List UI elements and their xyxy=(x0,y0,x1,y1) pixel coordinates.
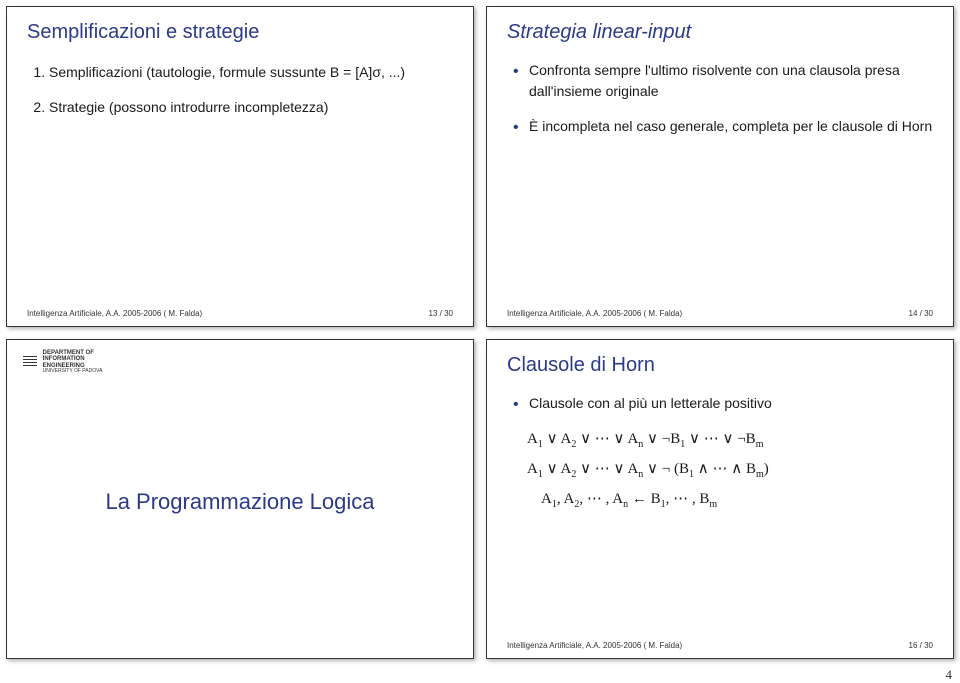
slide-2-footer-right: 14 / 30 xyxy=(909,309,933,318)
slide-1-content: Semplificazioni (tautologie, formule sus… xyxy=(27,58,453,307)
slide-2-list: Confronta sempre l'ultimo risolvente con… xyxy=(507,60,933,137)
slide-2: Strategia linear-input Confronta sempre … xyxy=(486,6,954,327)
slide-1-list: Semplificazioni (tautologie, formule sus… xyxy=(27,62,453,118)
slide-4-list: Clausole con al più un letterale positiv… xyxy=(507,393,933,414)
slide-1-footer-left: Intelligenza Artificiale, A.A. 2005-2006… xyxy=(27,309,202,318)
slide-4-math: A1 ∨ A2 ∨ ⋯ ∨ An ∨ ¬B1 ∨ ⋯ ∨ ¬Bm A1 ∨ A2… xyxy=(527,428,933,512)
page-number: 4 xyxy=(946,667,953,683)
logo-lines-icon xyxy=(23,356,37,368)
math-line-3: A1, A2, ⋯ , An ← B1, ⋯ , Bm xyxy=(541,488,933,512)
slide-3: DEPARTMENT OF INFORMATION ENGINEERING UN… xyxy=(6,339,474,660)
slide-4-footer-left: Intelligenza Artificiale, A.A. 2005-2006… xyxy=(507,641,682,650)
slide-2-content: Confronta sempre l'ultimo risolvente con… xyxy=(507,58,933,307)
slide-1-title: Semplificazioni e strategie xyxy=(27,21,453,44)
slide-2-bullet-1: Confronta sempre l'ultimo risolvente con… xyxy=(511,60,933,102)
university-logo: DEPARTMENT OF INFORMATION ENGINEERING UN… xyxy=(23,350,102,375)
math-line-2: A1 ∨ A2 ∨ ⋯ ∨ An ∨ ¬ (B1 ∧ ⋯ ∧ Bm) xyxy=(527,458,933,482)
slide-4-title: Clausole di Horn xyxy=(507,354,933,377)
slide-3-title: La Programmazione Logica xyxy=(27,489,453,515)
logo-text: DEPARTMENT OF INFORMATION ENGINEERING UN… xyxy=(43,350,103,375)
logo-line-2: INFORMATION xyxy=(43,356,103,363)
slide-2-footer: Intelligenza Artificiale, A.A. 2005-2006… xyxy=(507,307,933,318)
slide-2-bullet-2: È incompleta nel caso generale, completa… xyxy=(511,116,933,137)
slide-4-footer: Intelligenza Artificiale, A.A. 2005-2006… xyxy=(507,639,933,650)
slide-2-title: Strategia linear-input xyxy=(507,21,933,44)
slide-4-footer-right: 16 / 30 xyxy=(909,641,933,650)
slide-4-bullet-1: Clausole con al più un letterale positiv… xyxy=(511,393,933,414)
slide-grid: Semplificazioni e strategie Semplificazi… xyxy=(0,0,960,665)
slide-1-item-2: Strategie (possono introdurre incomplete… xyxy=(49,97,453,118)
logo-line-4: UNIVERSITY OF PADOVA xyxy=(43,369,103,375)
math-line-1: A1 ∨ A2 ∨ ⋯ ∨ An ∨ ¬B1 ∨ ⋯ ∨ ¬Bm xyxy=(527,428,933,452)
slide-4: Clausole di Horn Clausole con al più un … xyxy=(486,339,954,660)
slide-1-footer-right: 13 / 30 xyxy=(429,309,453,318)
logo-line-1: DEPARTMENT OF xyxy=(43,350,103,357)
slide-1-item-1: Semplificazioni (tautologie, formule sus… xyxy=(49,62,453,83)
slide-1: Semplificazioni e strategie Semplificazi… xyxy=(6,6,474,327)
slide-4-content: Clausole con al più un letterale positiv… xyxy=(507,391,933,640)
slide-2-footer-left: Intelligenza Artificiale, A.A. 2005-2006… xyxy=(507,309,682,318)
slide-1-footer: Intelligenza Artificiale, A.A. 2005-2006… xyxy=(27,307,453,318)
